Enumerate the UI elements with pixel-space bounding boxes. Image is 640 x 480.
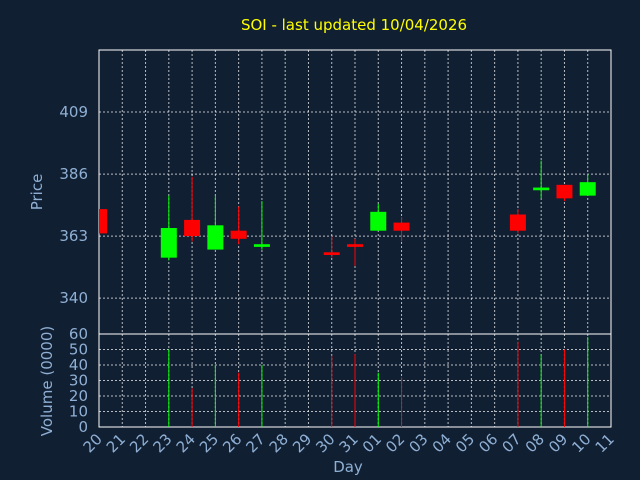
price-grid bbox=[99, 50, 611, 334]
price-tick-label: 340 bbox=[59, 289, 88, 307]
candle-body bbox=[207, 225, 224, 250]
candle-body bbox=[230, 230, 247, 239]
price-axis-label: Price bbox=[28, 174, 46, 211]
volume-tick-label: 50 bbox=[69, 341, 88, 359]
volume-tick-label: 40 bbox=[69, 356, 88, 374]
candle-body bbox=[99, 209, 107, 234]
price-tick-label: 386 bbox=[59, 165, 88, 183]
candlestick-series bbox=[99, 160, 596, 266]
volume-tick-label: 60 bbox=[69, 325, 88, 343]
price-tick-label: 363 bbox=[59, 227, 88, 245]
price-axis-ticks: 340 363 386 409 bbox=[59, 103, 88, 307]
candle-body bbox=[184, 219, 201, 237]
x-tick-label: 11 bbox=[592, 430, 618, 456]
volume-tick-label: 0 bbox=[78, 418, 88, 436]
candle-body bbox=[393, 222, 410, 231]
candle-body bbox=[556, 184, 573, 199]
volume-axis-label: Volume (0000) bbox=[38, 326, 56, 436]
price-tick-label: 409 bbox=[59, 103, 88, 121]
volume-bar-series bbox=[168, 337, 589, 427]
x-axis-label: Day bbox=[333, 458, 363, 476]
candle-body bbox=[253, 244, 270, 247]
chart-title: SOI - last updated 10/04/2026 bbox=[241, 16, 467, 34]
volume-tick-label: 30 bbox=[69, 372, 88, 390]
candle-body bbox=[323, 252, 340, 255]
candle-body bbox=[370, 211, 387, 231]
candle-body bbox=[579, 182, 596, 196]
candle-body bbox=[533, 187, 550, 191]
candle-body bbox=[160, 228, 177, 258]
candle-body bbox=[347, 244, 363, 247]
x-axis-ticks: 2021222324252627282930310102030405060708… bbox=[80, 430, 618, 456]
candle-body bbox=[509, 214, 526, 231]
volume-tick-label: 10 bbox=[69, 403, 88, 421]
volume-tick-label: 20 bbox=[69, 387, 88, 405]
